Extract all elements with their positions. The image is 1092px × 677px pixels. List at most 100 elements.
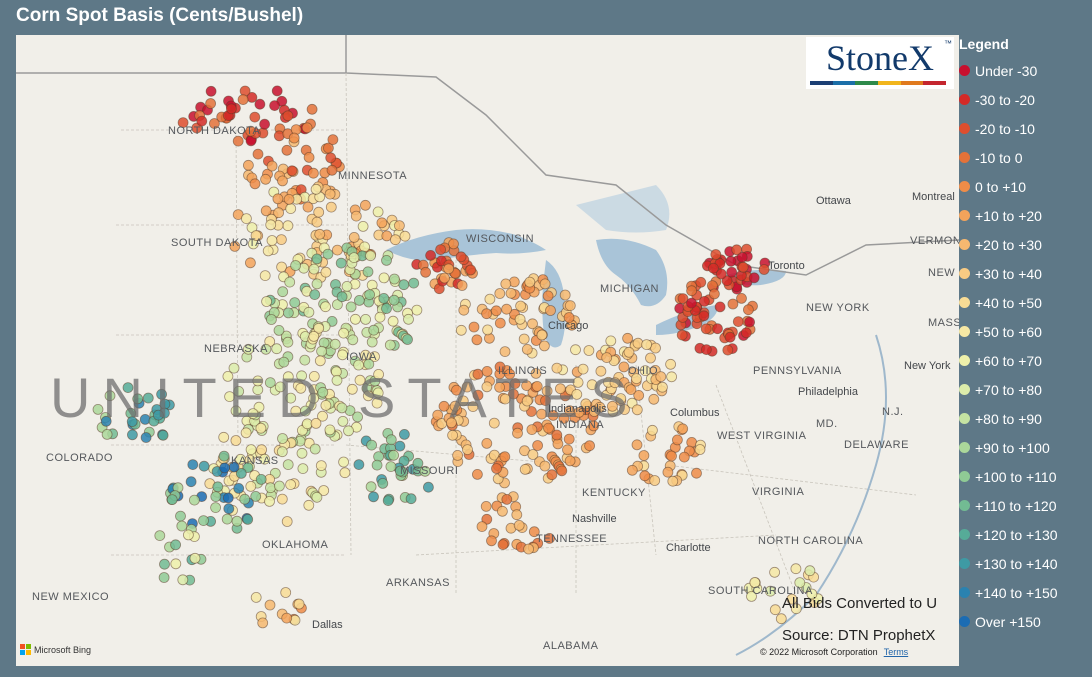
basis-dot[interactable] xyxy=(152,409,164,421)
basis-dot[interactable] xyxy=(472,389,484,401)
basis-dot[interactable] xyxy=(276,493,288,505)
basis-dot[interactable] xyxy=(570,344,581,356)
basis-dot[interactable] xyxy=(744,316,755,328)
basis-dot[interactable] xyxy=(584,440,595,452)
basis-dot[interactable] xyxy=(456,280,468,291)
basis-dot[interactable] xyxy=(465,264,477,276)
basis-dot[interactable] xyxy=(313,322,325,334)
basis-dot[interactable] xyxy=(324,424,336,436)
basis-dot[interactable] xyxy=(736,292,747,304)
basis-dot[interactable] xyxy=(196,115,208,127)
basis-dot[interactable] xyxy=(320,301,331,313)
basis-dot[interactable] xyxy=(504,368,516,380)
basis-dot[interactable] xyxy=(182,529,194,541)
basis-dot[interactable] xyxy=(222,492,234,504)
basis-dot[interactable] xyxy=(619,404,630,415)
basis-dot[interactable] xyxy=(316,345,328,357)
basis-dot[interactable] xyxy=(521,343,533,355)
basis-dot[interactable] xyxy=(218,450,230,462)
basis-dot[interactable] xyxy=(609,377,621,389)
basis-dot[interactable] xyxy=(348,252,360,264)
basis-dot[interactable] xyxy=(231,515,243,527)
basis-dot[interactable] xyxy=(266,235,278,246)
basis-dot[interactable] xyxy=(273,324,285,336)
basis-dot[interactable] xyxy=(235,467,247,479)
basis-dot[interactable] xyxy=(615,393,627,405)
basis-dot[interactable] xyxy=(389,234,401,246)
basis-dot[interactable] xyxy=(365,481,377,493)
basis-dot[interactable] xyxy=(639,470,651,482)
basis-dot[interactable] xyxy=(368,491,379,503)
basis-dot[interactable] xyxy=(455,324,467,336)
basis-dot[interactable] xyxy=(641,339,652,351)
basis-dot[interactable] xyxy=(250,592,262,603)
basis-dot[interactable] xyxy=(285,203,297,215)
basis-dot[interactable] xyxy=(272,193,284,205)
basis-dot[interactable] xyxy=(315,460,327,472)
basis-dot[interactable] xyxy=(385,461,397,473)
basis-dot[interactable] xyxy=(724,331,736,343)
basis-dot[interactable] xyxy=(384,339,396,351)
basis-dot[interactable] xyxy=(343,425,354,437)
basis-dot[interactable] xyxy=(588,406,600,417)
basis-dot[interactable] xyxy=(338,327,350,339)
basis-dot[interactable] xyxy=(726,266,738,278)
basis-dot[interactable] xyxy=(289,297,301,309)
basis-dot[interactable] xyxy=(303,306,315,318)
basis-dot[interactable] xyxy=(499,346,511,358)
basis-dot[interactable] xyxy=(393,220,405,232)
basis-dot[interactable] xyxy=(331,374,343,386)
basis-dot[interactable] xyxy=(385,434,397,446)
basis-dot[interactable] xyxy=(282,336,294,348)
basis-dot[interactable] xyxy=(374,311,386,323)
basis-dot[interactable] xyxy=(623,346,635,358)
basis-dot[interactable] xyxy=(366,439,378,451)
basis-dot[interactable] xyxy=(513,519,525,531)
basis-dot[interactable] xyxy=(250,230,262,242)
basis-dot[interactable] xyxy=(308,263,320,275)
basis-dot[interactable] xyxy=(577,363,589,375)
legend-item[interactable]: +60 to +70 xyxy=(959,346,1092,375)
basis-dot[interactable] xyxy=(666,450,677,462)
basis-dot[interactable] xyxy=(481,381,493,393)
basis-dot[interactable] xyxy=(265,482,276,494)
legend-item[interactable]: +20 to +30 xyxy=(959,230,1092,259)
basis-dot[interactable] xyxy=(556,465,568,477)
basis-dot[interactable] xyxy=(458,304,470,316)
basis-dot[interactable] xyxy=(363,358,375,370)
basis-dot[interactable] xyxy=(259,453,271,465)
basis-dot[interactable] xyxy=(700,323,712,335)
basis-dot[interactable] xyxy=(425,249,437,261)
basis-dot[interactable] xyxy=(507,388,519,400)
basis-dot[interactable] xyxy=(625,384,637,396)
basis-dot[interactable] xyxy=(467,401,479,413)
basis-dot[interactable] xyxy=(341,280,353,292)
basis-dot[interactable] xyxy=(240,427,252,439)
basis-dot[interactable] xyxy=(746,591,757,602)
basis-dot[interactable] xyxy=(633,389,645,401)
basis-dot[interactable] xyxy=(175,510,186,522)
basis-dot[interactable] xyxy=(187,459,199,471)
basis-dot[interactable] xyxy=(496,505,508,517)
basis-dot[interactable] xyxy=(708,262,719,274)
basis-dot[interactable] xyxy=(381,254,392,266)
basis-dot[interactable] xyxy=(223,503,235,515)
basis-dot[interactable] xyxy=(185,476,197,488)
basis-dot[interactable] xyxy=(462,444,473,456)
basis-dot[interactable] xyxy=(320,399,332,411)
basis-dot[interactable] xyxy=(518,333,530,345)
legend-item[interactable]: +140 to +150 xyxy=(959,578,1092,607)
legend-item[interactable]: +80 to +90 xyxy=(959,404,1092,433)
basis-dot[interactable] xyxy=(545,305,556,316)
basis-dot[interactable] xyxy=(256,444,268,456)
basis-dot[interactable] xyxy=(249,111,261,123)
basis-dot[interactable] xyxy=(497,539,509,551)
legend-item[interactable]: +130 to +140 xyxy=(959,549,1092,578)
basis-dot[interactable] xyxy=(501,303,513,315)
basis-dot[interactable] xyxy=(709,288,720,300)
basis-dot[interactable] xyxy=(331,244,343,256)
basis-dot[interactable] xyxy=(364,289,376,301)
basis-dot[interactable] xyxy=(731,244,743,256)
basis-dot[interactable] xyxy=(296,370,308,382)
basis-dot[interactable] xyxy=(278,356,290,368)
